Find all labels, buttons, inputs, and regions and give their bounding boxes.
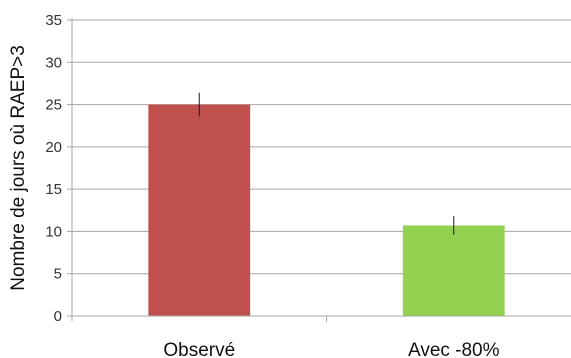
- y-tick-label: 30: [45, 54, 62, 71]
- y-tick-label: 20: [45, 139, 62, 156]
- y-tick-label: 0: [54, 308, 62, 325]
- y-axis-title: Nombre de jours où RAEP>3: [8, 45, 29, 291]
- x-category-label: Observé: [163, 340, 235, 358]
- bar-1: [148, 104, 251, 316]
- bars: [148, 104, 505, 316]
- axes: 0 5 10 15 20 25 30 35 Observé Avec -80%: [45, 12, 571, 358]
- y-tick-label: 5: [54, 266, 62, 283]
- bar-2: [402, 225, 505, 316]
- x-category-label: Avec -80%: [408, 340, 500, 358]
- y-tick-label: 35: [45, 12, 62, 29]
- y-tick-label: 10: [45, 223, 62, 240]
- y-tick-label: 25: [45, 97, 62, 114]
- y-tick-label: 15: [45, 181, 62, 198]
- error-bars: [198, 92, 455, 235]
